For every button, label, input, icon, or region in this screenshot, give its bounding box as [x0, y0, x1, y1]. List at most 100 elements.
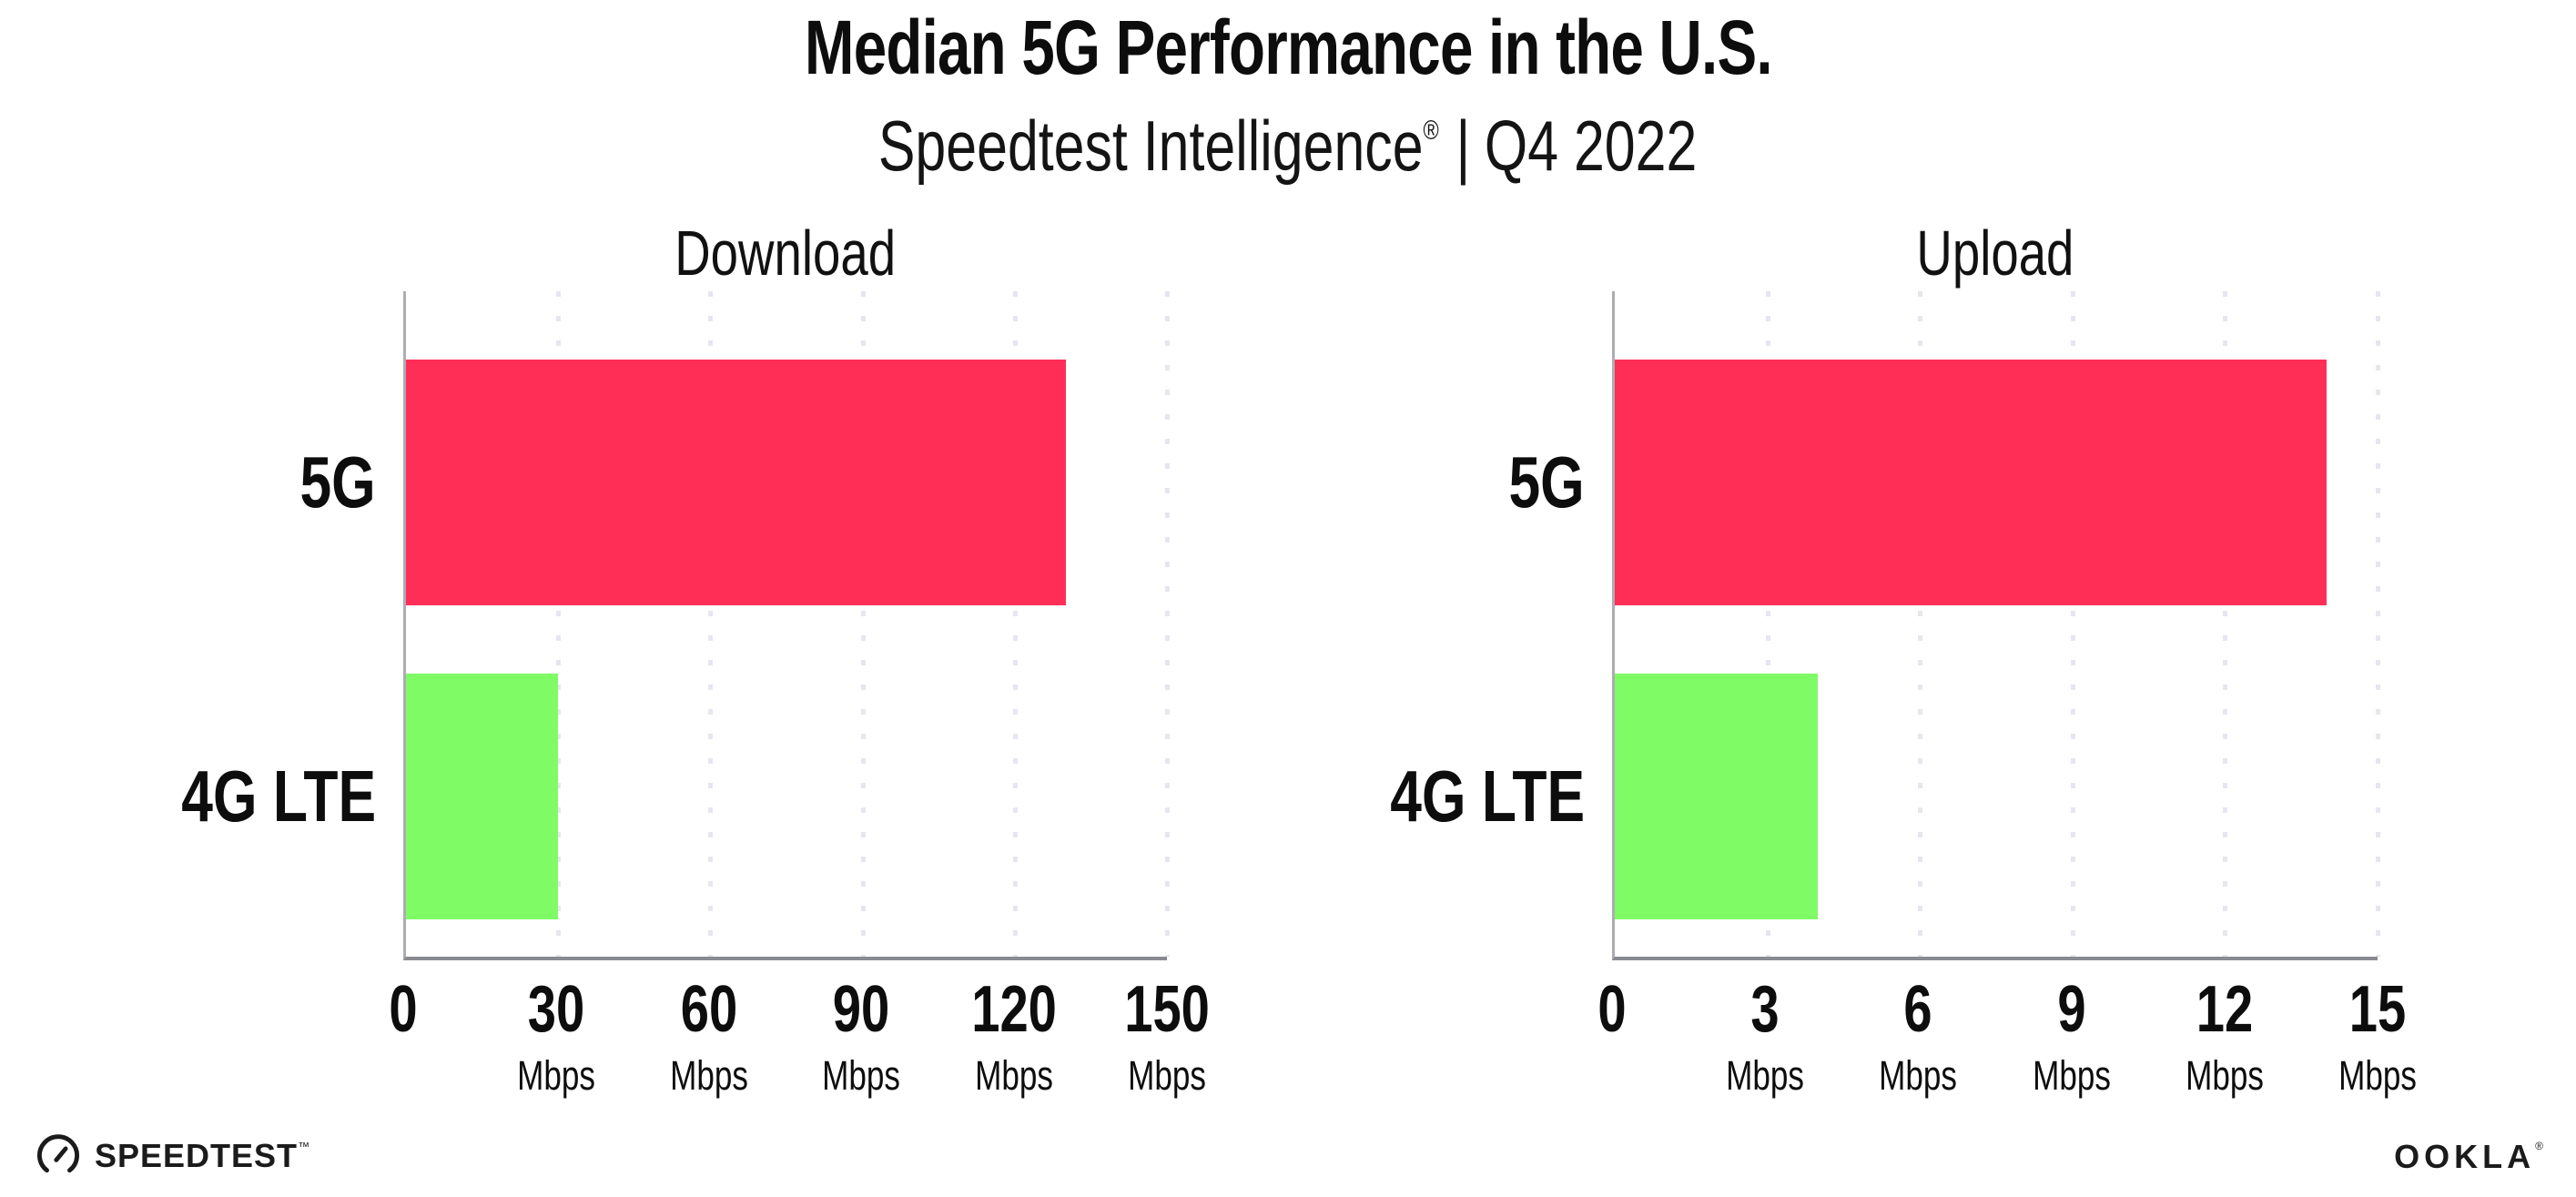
tick-unit-text: Mbps [1879, 1052, 1958, 1099]
tick-unit-text: Mbps [2338, 1052, 2417, 1099]
ookla-logo: OOKLA® [2394, 1138, 2543, 1176]
tick-number: 6 [1818, 976, 2018, 1043]
plot-area-upload [1612, 291, 2380, 960]
tick-unit-text: Mbps [2032, 1052, 2111, 1099]
tick-unit: Mbps [2125, 1054, 2325, 1098]
registered-mark: ® [1423, 116, 1440, 146]
speedtest-gauge-icon [36, 1134, 80, 1173]
speedtest-label: SPEEDTEST [95, 1137, 299, 1174]
speedtest-wordmark: SPEEDTEST™ [95, 1137, 309, 1175]
x-tick: 0 [303, 976, 503, 1043]
gridline [1165, 291, 1170, 957]
header: Median 5G Performance in the U.S. Speedt… [0, 5, 2576, 188]
plot-area-download [403, 291, 1170, 960]
x-tick: 30 Mbps [456, 976, 656, 1098]
tick-unit: Mbps [1067, 1054, 1267, 1098]
category-label-text: 4G LTE [181, 756, 376, 837]
tick-number-text: 0 [1597, 973, 1627, 1046]
x-tick: 12 Mbps [2125, 976, 2325, 1098]
tick-number-text: 90 [833, 973, 890, 1046]
gridline [860, 291, 866, 957]
tick-unit: Mbps [1972, 1054, 2172, 1098]
gridline [1765, 291, 1770, 957]
gridline [556, 291, 562, 957]
chart-subtitle: Speedtest Intelligence® | Q4 2022 [0, 89, 2576, 188]
tick-number-text: 15 [2348, 973, 2407, 1046]
tick-unit: Mbps [609, 1054, 809, 1098]
tick-unit: Mbps [2277, 1054, 2478, 1098]
gridline [2376, 291, 2380, 957]
bar-4g-lte [1615, 674, 1819, 919]
tick-number: 120 [914, 976, 1114, 1043]
x-tick: 15 Mbps [2277, 976, 2478, 1098]
category-label-4g-lte: 4G LTE [1239, 760, 1585, 833]
tick-number: 9 [1972, 976, 2172, 1043]
tick-unit: Mbps [456, 1054, 656, 1098]
tick-number: 12 [2125, 976, 2325, 1043]
tick-number: 30 [456, 976, 656, 1043]
trademark-mark: ™ [298, 1140, 310, 1153]
x-tick: 60 Mbps [609, 976, 809, 1098]
tick-number-text: 150 [1124, 973, 1210, 1046]
tick-number-text: 30 [527, 973, 585, 1046]
tick-unit-text: Mbps [975, 1052, 1054, 1099]
gridline [708, 291, 714, 957]
tick-unit: Mbps [761, 1054, 961, 1098]
category-label-text: 5G [1508, 441, 1585, 522]
category-label-5g: 5G [30, 446, 376, 519]
chart-title-text: Median 5G Performance in the U.S. [804, 5, 1773, 90]
tick-number: 3 [1665, 976, 1865, 1043]
speedtest-logo: SPEEDTEST™ [35, 1132, 309, 1180]
subtitle-separator: | [1455, 106, 1471, 186]
tick-unit: Mbps [1665, 1054, 1865, 1098]
bar-4g-lte [406, 674, 559, 919]
panel-title-upload: Upload [1612, 217, 2378, 289]
gridline [1012, 291, 1018, 957]
tick-number-text: 6 [1903, 973, 1933, 1046]
panel-title-text: Upload [1915, 218, 2074, 289]
tick-unit: Mbps [914, 1054, 1114, 1098]
x-tick: 150 Mbps [1067, 976, 1267, 1098]
tick-unit-text: Mbps [1128, 1052, 1206, 1099]
tick-number: 0 [1512, 976, 1712, 1043]
category-label-4g-lte: 4G LTE [30, 760, 376, 833]
tick-number-text: 60 [680, 973, 737, 1046]
x-tick: 6 Mbps [1818, 976, 2018, 1098]
tick-number: 60 [609, 976, 809, 1043]
gridline [2070, 291, 2075, 957]
tick-unit-text: Mbps [669, 1052, 748, 1099]
category-label-text: 4G LTE [1390, 756, 1585, 837]
x-axis-ticks: 0 3 Mbps 6 Mbps 9 Mbps 12 Mbps 15 Mbps [1597, 976, 2417, 1121]
panel-title-text: Download [674, 218, 896, 289]
tick-number: 15 [2277, 976, 2478, 1043]
tick-number-text: 12 [2196, 973, 2254, 1046]
x-axis-ticks: 0 30 Mbps 60 Mbps 90 Mbps 120 Mbps 150 Mbps [389, 976, 1209, 1121]
bar-5g [1615, 360, 2328, 605]
chart-subtitle-text: Speedtest Intelligence® | Q4 2022 [878, 89, 1697, 188]
tick-number: 90 [761, 976, 961, 1043]
gridline [2223, 291, 2228, 957]
chart-title: Median 5G Performance in the U.S. [0, 5, 2576, 89]
tick-unit-text: Mbps [516, 1052, 595, 1099]
tick-unit: Mbps [1818, 1054, 2018, 1098]
category-label-text: 5G [299, 441, 376, 522]
x-tick: 90 Mbps [761, 976, 961, 1098]
subtitle-brand: Speedtest Intelligence [878, 106, 1424, 186]
category-label-5g: 5G [1239, 446, 1585, 519]
ookla-wordmark: OOKLA [2394, 1138, 2536, 1175]
panel-title-download: Download [403, 217, 1167, 289]
x-tick: 120 Mbps [914, 976, 1114, 1098]
tick-number: 150 [1067, 976, 1267, 1043]
tick-number-text: 3 [1750, 973, 1780, 1046]
tick-unit-text: Mbps [1726, 1052, 1805, 1099]
gridline [1918, 291, 1923, 957]
x-tick: 3 Mbps [1665, 976, 1865, 1098]
bar-5g [406, 360, 1066, 605]
tick-number-text: 120 [971, 973, 1058, 1046]
subtitle-period: Q4 2022 [1485, 106, 1698, 186]
tick-unit-text: Mbps [2185, 1052, 2264, 1099]
x-tick: 9 Mbps [1972, 976, 2172, 1098]
tick-number-text: 0 [389, 973, 418, 1046]
x-tick: 0 [1512, 976, 1712, 1043]
